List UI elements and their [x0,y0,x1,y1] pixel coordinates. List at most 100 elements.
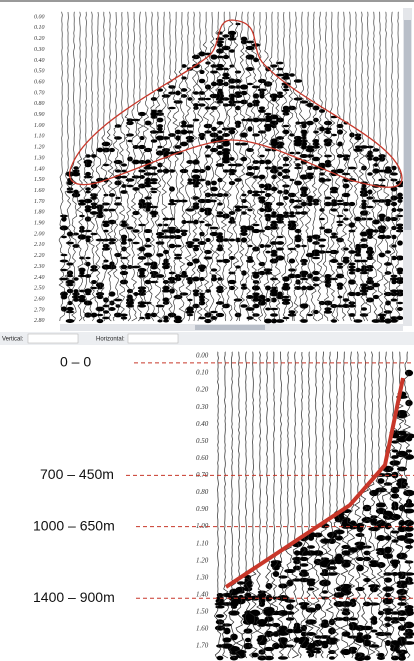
wavelet [288,258,296,264]
wavelet [265,216,271,222]
wavelet [96,318,104,324]
wavelet [139,270,145,276]
wavelet [298,601,310,607]
wavelet [168,169,176,173]
wavelet [323,120,333,126]
wavelet [221,133,231,137]
wavelet [240,99,248,105]
wavelet [216,655,224,661]
wavelet [324,276,332,282]
wavelet [293,637,301,643]
wavelet [185,310,195,314]
wavelet [240,237,248,243]
wavelet [210,316,218,320]
wavelet [257,130,267,134]
wavelet [192,118,200,122]
wavelet [246,66,254,72]
wavelet [66,190,74,194]
wavelet [187,178,193,182]
vertical-input[interactable] [27,333,79,344]
wavelet [137,304,147,308]
wavelet [222,72,230,78]
wavelet [234,70,242,74]
time-label: 2.80 [34,318,45,324]
trace [160,11,168,322]
wavelet [126,118,134,122]
wavelet [330,319,338,323]
wavelet [179,292,189,296]
trace [374,351,384,659]
wavelet [89,211,99,215]
wavelet [120,313,128,317]
wavelet [323,310,333,314]
wavelet [398,519,406,527]
wavelet [347,166,357,170]
wavelet [312,276,320,282]
h-scroll-thumb[interactable] [195,325,265,330]
wavelet [403,519,414,527]
wavelet [138,144,146,150]
wavelet [150,178,158,182]
wavelet [229,157,235,161]
trace [232,11,240,322]
time-label: 0.70 [34,90,45,96]
wavelet [276,145,284,149]
wavelet [263,201,273,207]
wavelet [155,135,165,141]
wavelet [384,271,392,275]
wavelet [205,289,211,293]
wavelet [256,618,268,626]
wavelet [397,307,403,311]
wavelet [354,135,362,141]
time-label: 1.30 [34,155,45,161]
wavelet [384,522,392,530]
wavelet [384,535,392,541]
wavelet [241,193,247,197]
wavelet [372,156,380,162]
wavelet [138,169,146,173]
wavelet [216,214,224,218]
wavelet [349,600,357,608]
wavelet [314,647,322,651]
wavelet [264,112,272,116]
wavelet [192,258,200,264]
wavelet [217,130,223,134]
v-scroll-thumb[interactable] [404,20,411,230]
wavelet [60,306,68,312]
wavelet [389,617,401,621]
wavelet [96,213,104,219]
wavelet [251,652,259,658]
wavelet [221,148,231,152]
wavelet [78,199,86,203]
wavelet [229,64,235,68]
trace [274,11,282,322]
wavelet [289,211,295,215]
trace [304,11,312,322]
wavelet [161,289,171,293]
wavelet [247,165,253,171]
wavelet [252,99,260,105]
wavelet [150,172,158,176]
time-label: 0.50 [34,69,45,75]
wavelet [289,178,295,182]
horizontal-input[interactable] [127,333,179,344]
wavelet [270,141,278,147]
trace [298,351,307,659]
wavelet [258,198,266,204]
time-label: 1.70 [196,642,209,650]
wavelet [390,319,398,323]
wavelet [391,279,397,285]
wavelet [66,283,74,287]
time-label: 2.50 [34,286,45,292]
wavelet [348,265,356,269]
trace [136,11,144,322]
wavelet [377,313,387,317]
wavelet [59,259,69,263]
time-label: 0.80 [196,488,209,496]
trace [248,351,258,659]
wavelet [384,640,392,646]
wavelet [277,632,289,636]
wavelet [341,562,351,568]
wavelet [354,133,362,137]
wavelet [259,93,265,99]
